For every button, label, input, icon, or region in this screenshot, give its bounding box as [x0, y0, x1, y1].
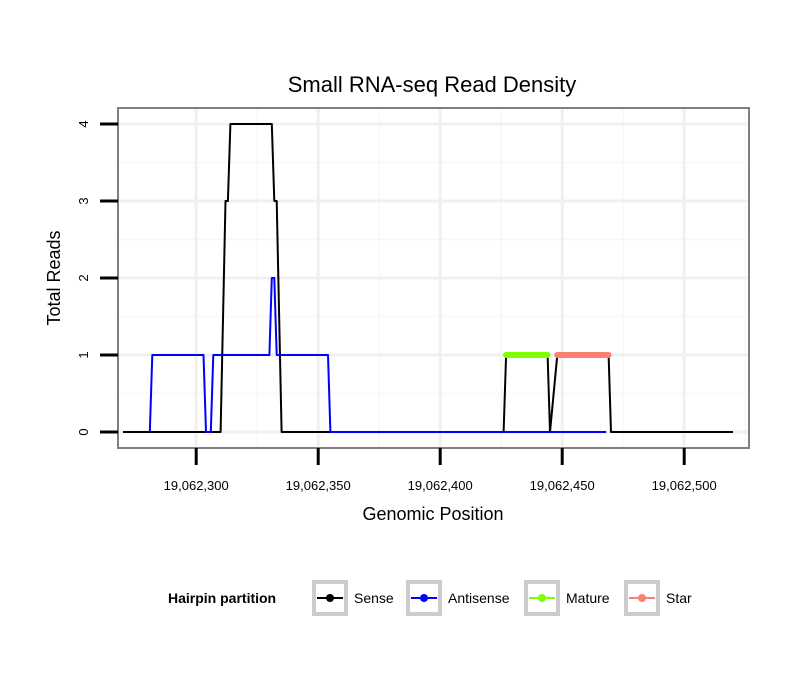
y-axis: 0 1 2 3 4	[76, 120, 118, 436]
x-tick-label: 19,062,450	[530, 478, 595, 493]
legend: Hairpin partition Sense Antisense Mature St…	[168, 580, 692, 616]
x-tick-label: 19,062,500	[652, 478, 717, 493]
y-tick-label: 3	[76, 197, 91, 204]
y-tick-label: 0	[76, 428, 91, 435]
legend-label: Antisense	[448, 590, 510, 606]
legend-key-point	[538, 594, 546, 602]
series-layer	[123, 123, 733, 433]
series-antisense-line	[148, 277, 607, 433]
legend-key-point	[420, 594, 428, 602]
legend-title: Hairpin partition	[168, 590, 276, 606]
y-tick-label: 2	[76, 274, 91, 281]
chart-title: Small RNA-seq Read Density	[288, 72, 577, 97]
x-axis: 19,062,300 19,062,350 19,062,400 19,062,450…	[164, 448, 717, 493]
x-tick-label: 19,062,350	[286, 478, 351, 493]
legend-label: Mature	[566, 590, 610, 606]
legend-item-sense: Sense	[312, 580, 394, 616]
legend-item-mature: Mature	[524, 580, 610, 616]
legend-key-point	[326, 594, 334, 602]
legend-item-antisense: Antisense	[406, 580, 510, 616]
gridlines	[119, 109, 748, 447]
y-tick-label: 1	[76, 351, 91, 358]
y-axis-title: Total Reads	[44, 230, 64, 325]
x-axis-title: Genomic Position	[362, 504, 503, 524]
x-tick-label: 19,062,400	[408, 478, 473, 493]
y-tick-label: 4	[76, 120, 91, 127]
legend-item-star: Star	[624, 580, 692, 616]
legend-label: Star	[666, 590, 692, 606]
legend-label: Sense	[354, 590, 394, 606]
legend-key-point	[638, 594, 646, 602]
x-tick-label: 19,062,300	[164, 478, 229, 493]
